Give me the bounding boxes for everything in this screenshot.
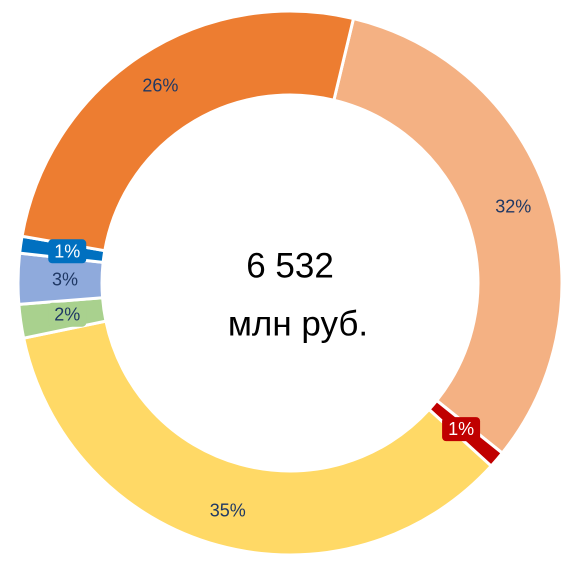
- center-text: 6 532: [246, 247, 334, 286]
- label-box: [48, 302, 87, 327]
- value-label: 2%: [54, 305, 80, 325]
- value-label: 32%: [495, 197, 531, 217]
- slice: [20, 9, 356, 253]
- value-label: 26%: [142, 76, 178, 96]
- slice: [21, 319, 494, 557]
- value-label: 1%: [448, 419, 474, 439]
- label-box: [48, 239, 87, 264]
- label-box: [46, 267, 85, 292]
- labels: 32% 1% 35% 2% 3% 1% 26%: [46, 76, 531, 521]
- value-label: 35%: [210, 501, 246, 521]
- value-label: 1%: [54, 241, 80, 261]
- value-label: 3%: [52, 269, 78, 289]
- slice: [332, 16, 562, 456]
- label-box: [442, 417, 481, 442]
- center-text: млн руб.: [228, 305, 368, 344]
